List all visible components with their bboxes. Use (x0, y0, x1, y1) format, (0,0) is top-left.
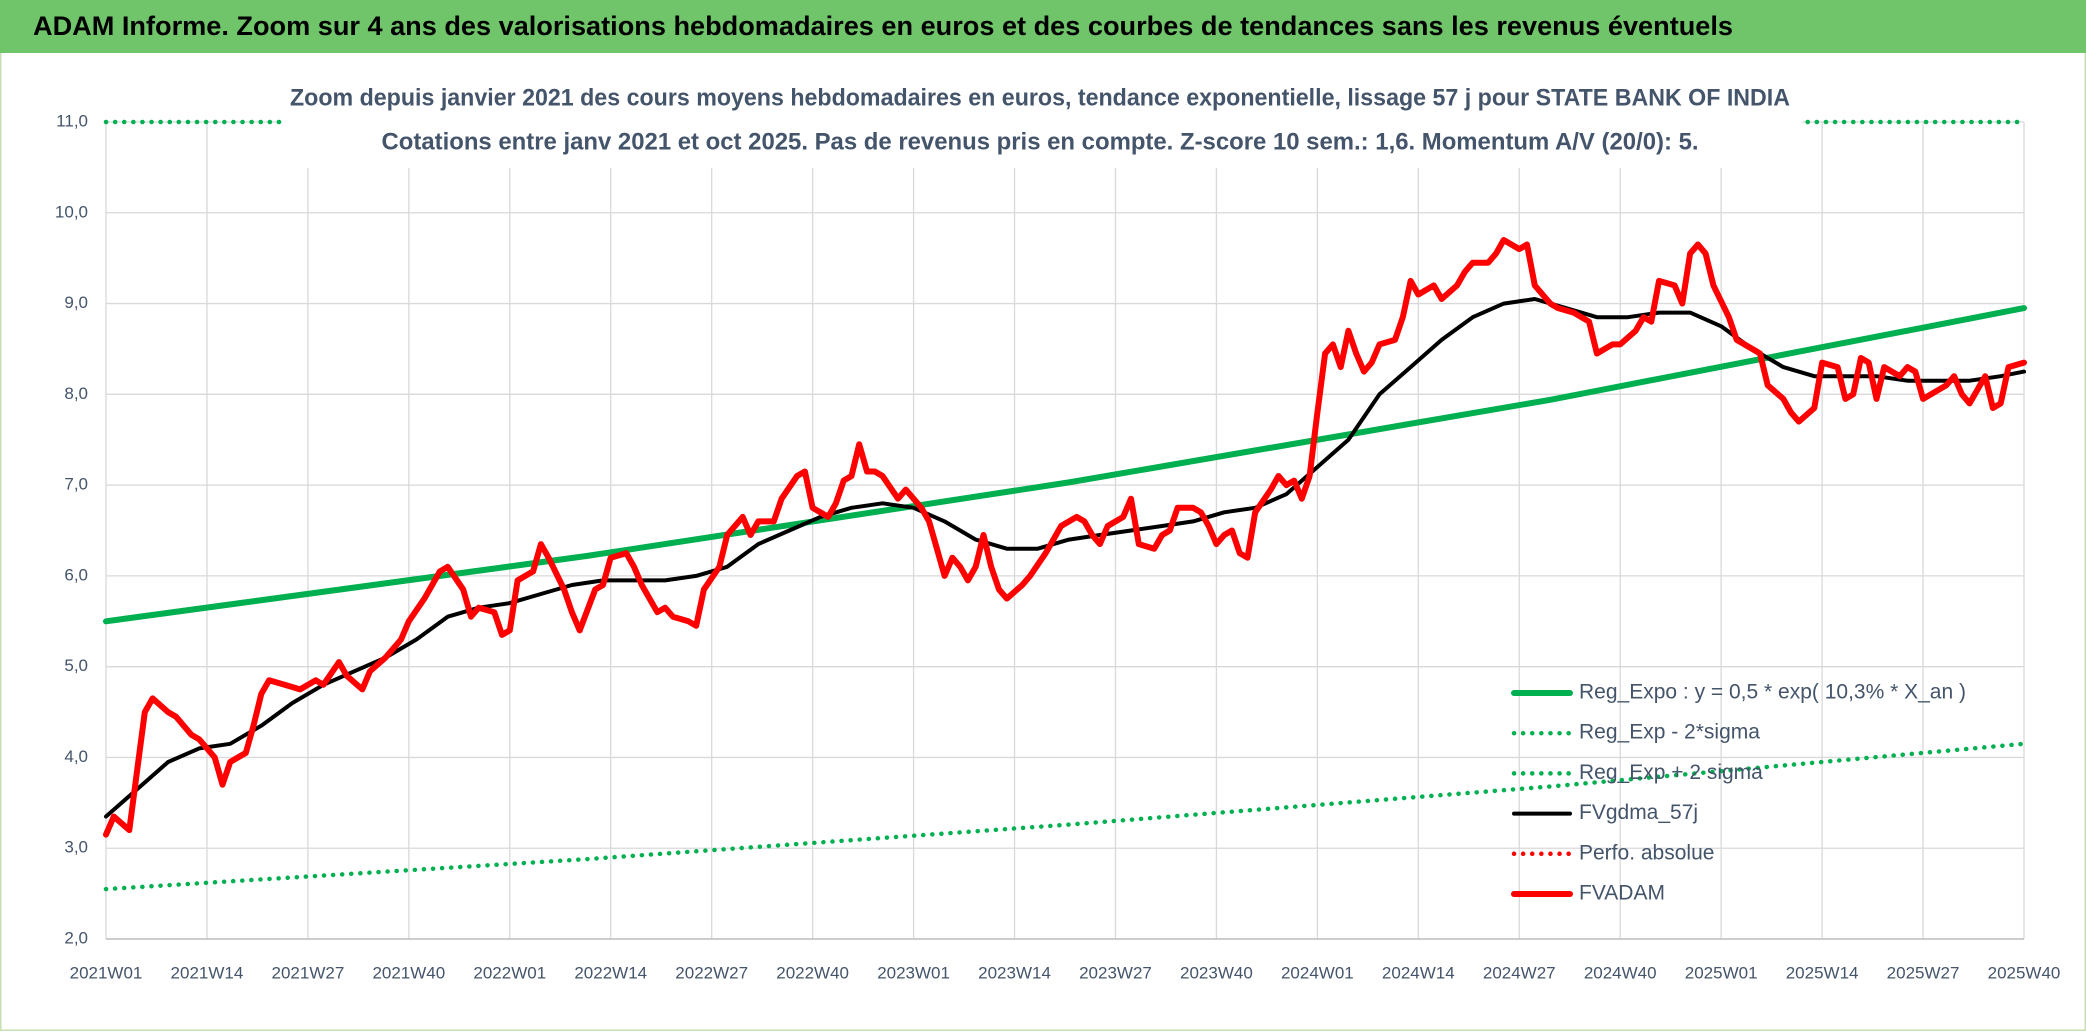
x-tick-label: 2023W40 (1180, 963, 1253, 982)
x-tick-label: 2024W40 (1584, 963, 1657, 982)
series-line (103, 741, 2027, 892)
x-tick-label: 2025W01 (1685, 963, 1758, 982)
y-tick-label: 2,0 (64, 928, 88, 947)
legend-label: Reg_Expo : y = 0,5 * exp( 10,3% * X_an ) (1579, 681, 1966, 704)
x-tick-label: 2021W40 (372, 963, 445, 982)
y-tick-label: 9,0 (64, 293, 88, 312)
y-tick-label: 10,0 (55, 202, 88, 221)
y-tick-label: 6,0 (64, 565, 88, 584)
legend-label: Reg_Exp - 2*sigma (1579, 721, 1760, 744)
x-tick-label: 2022W27 (675, 963, 748, 982)
x-tick-label: 2025W40 (1988, 963, 2061, 982)
x-tick-label: 2022W14 (574, 963, 647, 982)
header-bar (0, 0, 2086, 53)
x-tick-label: 2021W14 (171, 963, 244, 982)
series-line (103, 237, 2027, 838)
y-tick-label: 7,0 (64, 475, 88, 494)
x-tick-label: 2021W01 (70, 963, 143, 982)
x-tick-label: 2022W01 (473, 963, 546, 982)
chart-title: Zoom depuis janvier 2021 des cours moyen… (290, 84, 1790, 111)
x-tick-label: 2025W27 (1887, 963, 1960, 982)
x-tick-label: 2023W01 (877, 963, 950, 982)
x-tick-label: 2024W01 (1281, 963, 1354, 982)
legend-label: FVgdma_57j (1579, 801, 1698, 824)
legend: Reg_Expo : y = 0,5 * exp( 10,3% * X_an )… (1511, 681, 1966, 905)
series-line (103, 305, 2027, 625)
x-tick-label: 2024W14 (1382, 963, 1455, 982)
title-box (282, 78, 1802, 168)
x-tick-label: 2023W27 (1079, 963, 1152, 982)
y-tick-label: 8,0 (64, 384, 88, 403)
x-tick-label: 2025W14 (1786, 963, 1859, 982)
chart-subtitle: Cotations entre janv 2021 et oct 2025. P… (382, 128, 1699, 155)
header-title: ADAM Informe. Zoom sur 4 ans des valoris… (33, 11, 1733, 41)
y-tick-label: 5,0 (64, 656, 88, 675)
y-tick-label: 4,0 (64, 747, 88, 766)
series-line (104, 297, 2026, 819)
legend-label: FVADAM (1579, 882, 1665, 905)
x-tick-label: 2023W14 (978, 963, 1051, 982)
legend-label: Perfo. absolue (1579, 841, 1714, 864)
x-tick-label: 2024W27 (1483, 963, 1556, 982)
legend-label: Reg_Exp + 2 sigma (1579, 761, 1763, 784)
y-tick-label: 11,0 (56, 111, 88, 130)
x-tick-label: 2022W40 (776, 963, 849, 982)
y-tick-label: 3,0 (64, 838, 88, 857)
x-tick-label: 2021W27 (272, 963, 345, 982)
